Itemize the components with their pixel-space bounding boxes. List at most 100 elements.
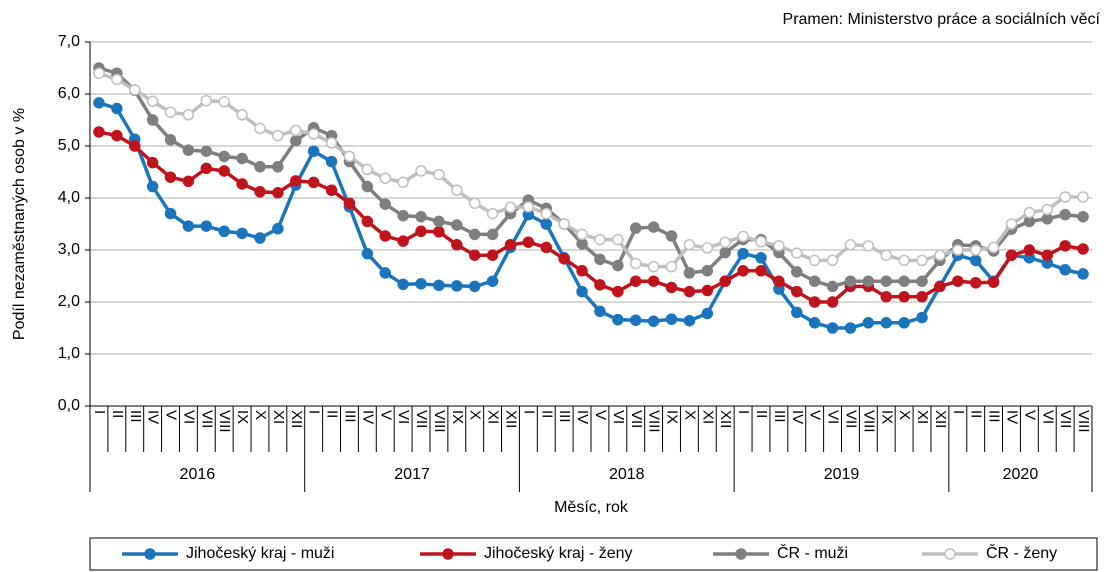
data-point: [200, 162, 213, 175]
x-tick-label: II: [753, 410, 770, 418]
x-tick-label: VII: [198, 410, 215, 428]
data-point: [808, 317, 821, 329]
data-point: [683, 285, 696, 298]
x-tick-label: IV: [789, 410, 806, 424]
data-point: [415, 210, 427, 223]
data-point: [916, 254, 928, 267]
x-tick-label: II: [538, 410, 555, 418]
x-tick-label: XI: [270, 410, 287, 424]
data-point: [737, 265, 749, 277]
x-tick-label: IV: [359, 410, 376, 424]
x-tick-label: VII: [1057, 410, 1074, 428]
data-point: [468, 249, 481, 261]
data-point: [808, 296, 821, 308]
y-tick-label: 1,0: [58, 345, 80, 362]
x-tick-label: III: [127, 410, 144, 423]
data-point: [361, 180, 374, 193]
data-point: [773, 275, 785, 287]
data-point: [146, 156, 159, 169]
x-tick-label: I: [520, 410, 537, 414]
data-point: [290, 135, 302, 147]
data-point: [952, 244, 964, 256]
x-tick-label: VI: [825, 410, 842, 424]
x-tick-label: X: [681, 410, 698, 420]
y-tick-label: 5,0: [58, 137, 80, 154]
data-point: [236, 152, 248, 165]
data-point: [325, 137, 338, 149]
data-point: [93, 67, 105, 79]
x-tick-label: XI: [485, 410, 502, 424]
data-point: [218, 225, 230, 238]
data-point: [773, 240, 785, 252]
data-point: [1023, 244, 1036, 256]
data-point: [218, 165, 230, 177]
data-point: [433, 168, 445, 181]
data-point: [629, 222, 642, 234]
data-point: [576, 228, 588, 241]
data-point: [182, 175, 195, 188]
data-point: [415, 165, 427, 177]
data-point: [755, 235, 767, 248]
data-point: [236, 227, 248, 240]
legend-marker: [735, 548, 747, 560]
x-tick-label: VIII: [646, 410, 663, 433]
data-point: [629, 275, 642, 287]
data-point: [379, 172, 391, 184]
x-tick-label: VII: [628, 410, 645, 428]
x-tick-label: XII: [717, 410, 734, 428]
data-point: [361, 215, 374, 228]
x-tick-label: V: [1021, 410, 1038, 420]
data-point: [486, 228, 499, 241]
x-tick-label: III: [986, 410, 1003, 423]
data-point: [701, 284, 714, 297]
data-point: [540, 218, 553, 230]
data-point: [576, 265, 588, 277]
data-point: [361, 247, 374, 260]
data-point: [934, 280, 946, 293]
data-point: [808, 275, 821, 287]
x-tick-label: III: [341, 410, 358, 423]
legend-label: ČR - ženy: [986, 543, 1057, 562]
data-point: [486, 207, 499, 220]
data-point: [218, 96, 230, 108]
data-point: [880, 291, 892, 303]
x-tick-label: I: [735, 410, 752, 414]
x-tick-label: IV: [574, 410, 591, 424]
data-point: [808, 254, 821, 267]
data-point: [343, 150, 356, 163]
data-point: [397, 235, 409, 247]
x-tick-label: VIII: [1075, 410, 1092, 433]
data-point: [1059, 191, 1071, 203]
data-point: [737, 230, 749, 243]
data-point: [254, 122, 266, 135]
x-tick-label: VIII: [431, 410, 448, 433]
x-tick-label: VII: [842, 410, 859, 428]
data-point: [719, 275, 731, 287]
x-tick-label: IX: [664, 410, 681, 424]
data-point: [701, 265, 714, 277]
data-point: [558, 253, 570, 265]
series-line: [98, 101, 1084, 330]
data-point: [683, 314, 696, 327]
data-point: [647, 260, 660, 273]
data-point: [451, 239, 463, 251]
data-point: [307, 176, 320, 189]
data-point: [880, 249, 892, 261]
data-point: [1005, 218, 1018, 230]
data-point: [128, 140, 141, 152]
x-tick-label: III: [556, 410, 573, 423]
year-label: 2019: [824, 466, 860, 483]
data-point: [200, 220, 213, 232]
data-point: [1059, 264, 1071, 276]
y-tick-label: 3,0: [58, 241, 80, 258]
data-point: [826, 280, 839, 293]
data-point: [1041, 249, 1054, 261]
legend-marker: [944, 548, 956, 560]
data-point: [647, 221, 660, 233]
y-tick-label: 6,0: [58, 85, 80, 102]
data-point: [164, 207, 177, 220]
data-point: [1077, 191, 1089, 203]
data-point: [236, 178, 248, 190]
data-point: [665, 281, 678, 294]
